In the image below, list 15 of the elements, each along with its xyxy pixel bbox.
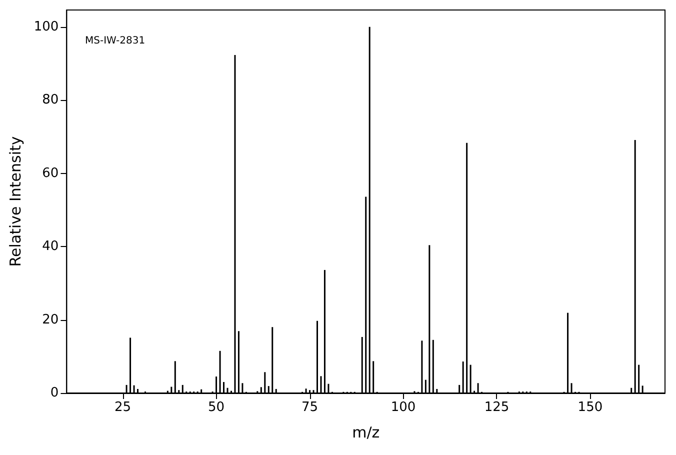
y-tick-label: 20 [42,312,59,328]
y-tick-label: 100 [34,19,59,34]
x-tick-label: 25 [114,400,132,415]
x-tick-label: 125 [484,400,510,415]
x-tick-label: 75 [301,400,318,415]
y-tick-label: 60 [42,166,59,181]
y-tick-label: 0 [50,386,59,400]
annotation: MS-IW-2831 [85,36,146,46]
x-tick-label: 100 [390,400,416,415]
y-axis-title: Relative Intensity [6,136,24,267]
x-tick-label: 50 [208,400,225,415]
x-tick-label: 150 [578,400,603,415]
y-tick-label: 40 [42,239,59,254]
x-axis-title: m/z [352,424,380,442]
y-tick-label: 80 [42,92,59,108]
